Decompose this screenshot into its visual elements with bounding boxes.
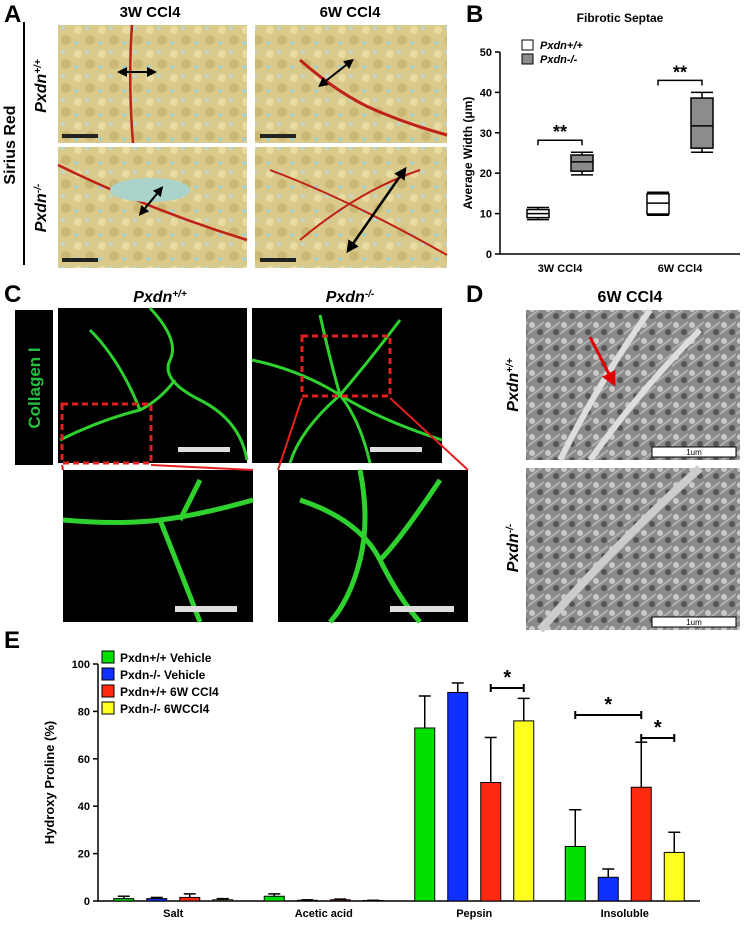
y-tick-label: 20 xyxy=(78,849,90,861)
legend-swatch xyxy=(102,685,114,697)
bar xyxy=(448,692,468,901)
legend-label: Pxdn-/- Vehicle xyxy=(120,668,206,682)
y-tick-label: 0 xyxy=(84,896,90,908)
column-header: Pxdn+/+ xyxy=(133,289,187,307)
bar xyxy=(114,899,134,901)
legend-label: Pxdn+/+ 6W CCl4 xyxy=(120,685,219,699)
legend-swatch xyxy=(102,668,114,680)
bar xyxy=(297,900,317,901)
significance-label: * xyxy=(654,717,662,739)
chart-title: Fibrotic Septae xyxy=(577,11,664,25)
bar xyxy=(565,846,585,901)
y-tick-label: 10 xyxy=(480,209,492,221)
bar xyxy=(631,787,651,901)
bar xyxy=(481,783,501,902)
bar xyxy=(514,721,534,901)
y-tick-label: 50 xyxy=(480,47,492,59)
y-tick-label: 100 xyxy=(72,659,90,671)
bar xyxy=(213,900,233,901)
y-axis-label: Hydroxy Proline (%) xyxy=(42,721,57,845)
bar xyxy=(330,900,350,901)
micrograph xyxy=(58,25,447,268)
y-tick-label: 60 xyxy=(78,754,90,766)
y-tick-label: 20 xyxy=(480,168,492,180)
genotype-label: Pxdn+/+ xyxy=(505,358,523,412)
y-tick-label: 80 xyxy=(78,706,90,718)
bar xyxy=(664,852,684,901)
x-tick-label: Acetic acid xyxy=(295,908,353,920)
x-tick-label: Pepsin xyxy=(456,908,492,920)
panel-label: A xyxy=(4,1,21,28)
x-tick-label: 3W CCl4 xyxy=(538,263,584,275)
genotype-label: Pxdn+/+ xyxy=(33,59,51,113)
column-header: Pxdn-/- xyxy=(326,289,375,307)
significance-label: ** xyxy=(553,122,567,142)
micrograph xyxy=(58,308,468,622)
y-tick-label: 40 xyxy=(78,801,90,813)
genotype-label: Pxdn-/- xyxy=(33,183,51,232)
bar xyxy=(147,899,167,901)
bar-chart: 0 20 40 60 80 100 Hydroxy Proline (%) Salt Aceti… xyxy=(42,651,700,920)
axis-line xyxy=(500,52,740,254)
box xyxy=(571,155,593,171)
panel-label: D xyxy=(466,281,483,308)
y-tick-label: 30 xyxy=(480,128,492,140)
significance-label: * xyxy=(503,667,511,689)
stain-label: Collagen I xyxy=(25,347,44,428)
x-tick-label: 6W CCl4 xyxy=(658,263,704,275)
scale-label: 1um xyxy=(686,618,702,627)
stain-label: Sirius Red xyxy=(2,105,19,184)
legend-label: Pxdn+/+ xyxy=(540,40,583,52)
y-axis-label: Average Width (μm) xyxy=(461,97,475,210)
legend-label: Pxdn+/+ Vehicle xyxy=(120,651,212,665)
box-chart: 0 10 20 30 40 50 Fibrotic Septae Average Width … xyxy=(461,11,740,275)
legend-swatch xyxy=(522,54,533,64)
column-header: 3W CCl4 xyxy=(120,4,182,21)
significance-label: * xyxy=(604,694,612,716)
column-header: 6W CCl4 xyxy=(320,4,382,21)
y-tick-label: 0 xyxy=(486,249,492,261)
significance-label: ** xyxy=(673,62,687,82)
panel-label: C xyxy=(4,281,21,308)
micrograph: 1um 1um xyxy=(526,310,740,630)
panel-label: B xyxy=(466,1,483,28)
legend-label: Pxdn-/- xyxy=(540,54,578,66)
genotype-label: Pxdn-/- xyxy=(505,523,523,572)
bar xyxy=(264,896,284,901)
legend-swatch xyxy=(102,702,114,714)
panel-title: 6W CCl4 xyxy=(598,289,663,306)
bar xyxy=(180,897,200,901)
box xyxy=(691,98,713,148)
bar xyxy=(415,728,435,901)
box xyxy=(647,194,669,214)
panel-label: E xyxy=(4,627,20,654)
legend-swatch xyxy=(522,40,533,50)
legend-label: Pxdn-/- 6WCCl4 xyxy=(120,702,210,716)
x-tick-label: Insoluble xyxy=(601,908,649,920)
scale-label: 1um xyxy=(686,448,702,457)
legend-swatch xyxy=(102,651,114,663)
x-tick-label: Salt xyxy=(163,908,184,920)
bar xyxy=(598,877,618,901)
y-tick-label: 40 xyxy=(480,87,492,99)
